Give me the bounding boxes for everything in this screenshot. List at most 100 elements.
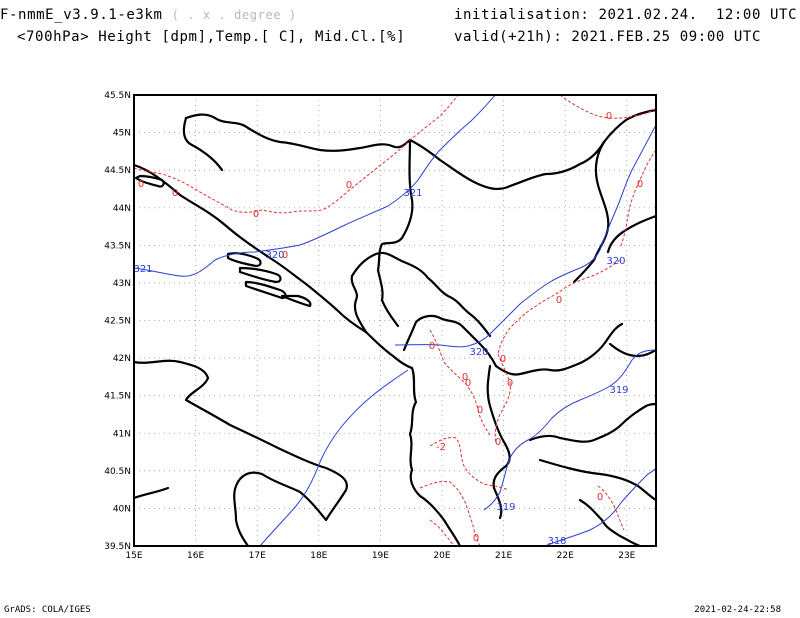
border-serbia-bih [376, 138, 414, 328]
valid-time: valid(+21h): 2021.FEB.25 09:00 UTC [454, 29, 761, 45]
lon-tick-label: 21E [495, 551, 512, 561]
model-title: F-nmmE_v3.9.1-e3km ( . x . degree ) [0, 7, 297, 23]
coastline-north-adriatic [132, 163, 414, 370]
lat-tick-label: 45.5N [104, 91, 131, 101]
coastline-italy-east [132, 359, 348, 548]
temperature-contour-label: 0 [465, 378, 471, 389]
valid-value: 2021.FEB.25 09:00 UTC [571, 29, 761, 45]
lat-tick-label: 40.5N [104, 467, 131, 477]
border-greece-macedonia [528, 402, 658, 443]
border-croatia-bih [182, 116, 224, 172]
temperature-isoline [494, 353, 511, 445]
height-contour-label: 318 [547, 536, 566, 547]
longitude-tick-labels: 15E 16E 17E 18E 19E 20E 21E 22E 23E [125, 551, 635, 561]
height-isoline [483, 349, 657, 511]
coastline-chalkidiki [578, 498, 642, 548]
height-contour-label: 320 [265, 250, 284, 261]
height-isoline [394, 124, 657, 348]
latitude-tick-labels: 45.5N 45N 44.5N 44N 43.5N 43N 42.5N 42N 41.5N 41N… [104, 91, 131, 552]
height-contour-label: 320 [606, 256, 625, 267]
init-label: initialisation: [454, 7, 590, 23]
lat-tick-label: 45N [113, 129, 131, 139]
lon-tick-label: 23E [618, 551, 635, 561]
lat-tick-label: 43N [113, 279, 131, 289]
temperature-contour-label: 0 [500, 354, 506, 365]
height-isoline [259, 369, 409, 547]
coastline-italy-heel [132, 486, 170, 500]
map-frame [133, 94, 657, 547]
island-1 [134, 174, 165, 188]
border-kosovo [402, 314, 498, 368]
temperature-contour-label: 0 [597, 492, 603, 503]
island-3 [238, 266, 282, 284]
model-name: F-nmmE_v3.9.1-e3km [0, 7, 163, 23]
dalmatian-islands [134, 174, 312, 308]
temperature-isoline [133, 94, 459, 214]
height-contour-label: 321 [403, 188, 422, 199]
height-contour-label: 320 [469, 347, 488, 358]
island-2 [226, 252, 262, 268]
height-isoline [133, 94, 496, 277]
temperature-isoline [419, 481, 481, 547]
height-contour-labels: 321 320 321 320 320 319 319 318 [133, 188, 628, 547]
border-greece-north [486, 364, 511, 520]
temperature-isoline [429, 519, 455, 547]
fields-subtitle: <700hPa> Height [dpm],Temp.[ C], Mid.Cl.… [17, 29, 406, 45]
height-isoline [544, 467, 657, 547]
lon-tick-label: 17E [249, 551, 266, 561]
island-4 [244, 280, 287, 300]
temperature-contour-label: 0 [346, 180, 352, 191]
temperature-contour-label: 0 [477, 405, 483, 416]
height-contours [133, 94, 657, 547]
init-time: initialisation: 2021.02.24. 12:00 UTC [454, 7, 797, 23]
render-timestamp: 2021-02-24-22:58 [694, 605, 781, 615]
lon-tick-label: 15E [125, 551, 142, 561]
lat-tick-label: 40N [113, 504, 131, 514]
init-value: 2021.02.24. 12:00 UTC [598, 7, 798, 23]
border-serbia-east [408, 108, 658, 191]
lat-tick-label: 39.5N [104, 542, 131, 552]
temperature-isoline [619, 149, 657, 249]
temperature-contour-label: 0 [495, 437, 501, 448]
grads-credit: GrADS: COLA/IGES [4, 605, 91, 615]
height-contour-label: 319 [496, 502, 515, 513]
temperature-contour-label: 0 [138, 179, 144, 190]
border-turkey [608, 342, 658, 358]
lat-tick-label: 44N [113, 204, 131, 214]
coastline-aegean [538, 458, 658, 502]
island-5 [280, 294, 312, 308]
temperature-isoline [597, 485, 625, 531]
temperature-contour-label: -2 [436, 442, 446, 453]
height-contour-label: 319 [609, 385, 628, 396]
lon-tick-label: 16E [187, 551, 204, 561]
temperature-contour-label: 0 [637, 179, 643, 190]
border-montenegro [350, 251, 492, 338]
temperature-contours [133, 94, 657, 547]
lon-tick-label: 20E [433, 551, 450, 561]
border-macedonia [494, 322, 624, 376]
lon-tick-label: 18E [310, 551, 327, 561]
temperature-contour-label: 0 [282, 250, 288, 261]
temperature-contour-label: 0 [429, 341, 435, 352]
lat-tick-label: 42.5N [104, 317, 131, 327]
temperature-contour-label: 0 [253, 209, 259, 220]
lat-tick-label: 44.5N [104, 166, 131, 176]
temperature-contour-label: 0 [462, 372, 468, 383]
temperature-contour-label: 0 [606, 111, 612, 122]
coastline-albania [408, 366, 422, 498]
height-contour-label: 321 [133, 264, 152, 275]
lat-tick-label: 41.5N [104, 392, 131, 402]
temperature-isoline [497, 259, 621, 355]
coastlines-and-borders [132, 108, 658, 548]
lat-tick-label: 42N [113, 354, 131, 364]
temperature-contour-label: 0 [473, 533, 479, 544]
temperature-isoline [429, 437, 509, 491]
temperature-contour-label: 0 [172, 188, 178, 199]
valid-label: valid(+21h): [454, 29, 563, 45]
coastline-greece-west [418, 494, 462, 548]
temperature-isoline [559, 94, 657, 119]
temperature-contour-label: 0 [556, 295, 562, 306]
lon-tick-label: 22E [557, 551, 574, 561]
